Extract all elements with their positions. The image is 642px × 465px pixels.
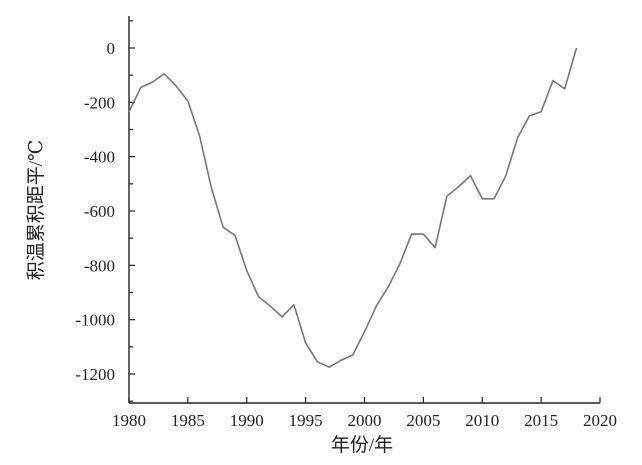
- y-axis-title: 积温累积距平/℃: [25, 140, 47, 281]
- x-tick-label: 1995: [289, 411, 323, 430]
- x-tick-label: 2020: [583, 411, 617, 430]
- series-group: [128, 47, 578, 369]
- x-tick-label: 1990: [230, 411, 264, 430]
- x-tick-label: 2010: [465, 411, 499, 430]
- y-tick-label: -400: [84, 148, 115, 167]
- y-tick-label: -1200: [75, 365, 115, 384]
- x-ticks: 1980 1985 1990 1995 2000 2005 2010 2015 2020: [112, 397, 617, 430]
- x-tick-label: 1980: [112, 411, 146, 430]
- y-tick-label: -200: [84, 93, 115, 112]
- y-tick-label: 0: [107, 39, 116, 58]
- series-line: [128, 47, 578, 369]
- x-tick-label: 2000: [348, 411, 382, 430]
- x-axis-title: 年份/年: [331, 434, 393, 456]
- axes: [128, 16, 600, 404]
- y-tick-label: -1000: [75, 311, 115, 330]
- x-tick-label: 2015: [524, 411, 558, 430]
- y-tick-label: -600: [84, 202, 115, 221]
- x-tick-label: 1985: [171, 411, 205, 430]
- x-tick-label: 2005: [406, 411, 440, 430]
- y-tick-label: -800: [84, 256, 115, 275]
- y-ticks: 0 -200 -400 -600 -800 -1000 -1200: [75, 20, 135, 402]
